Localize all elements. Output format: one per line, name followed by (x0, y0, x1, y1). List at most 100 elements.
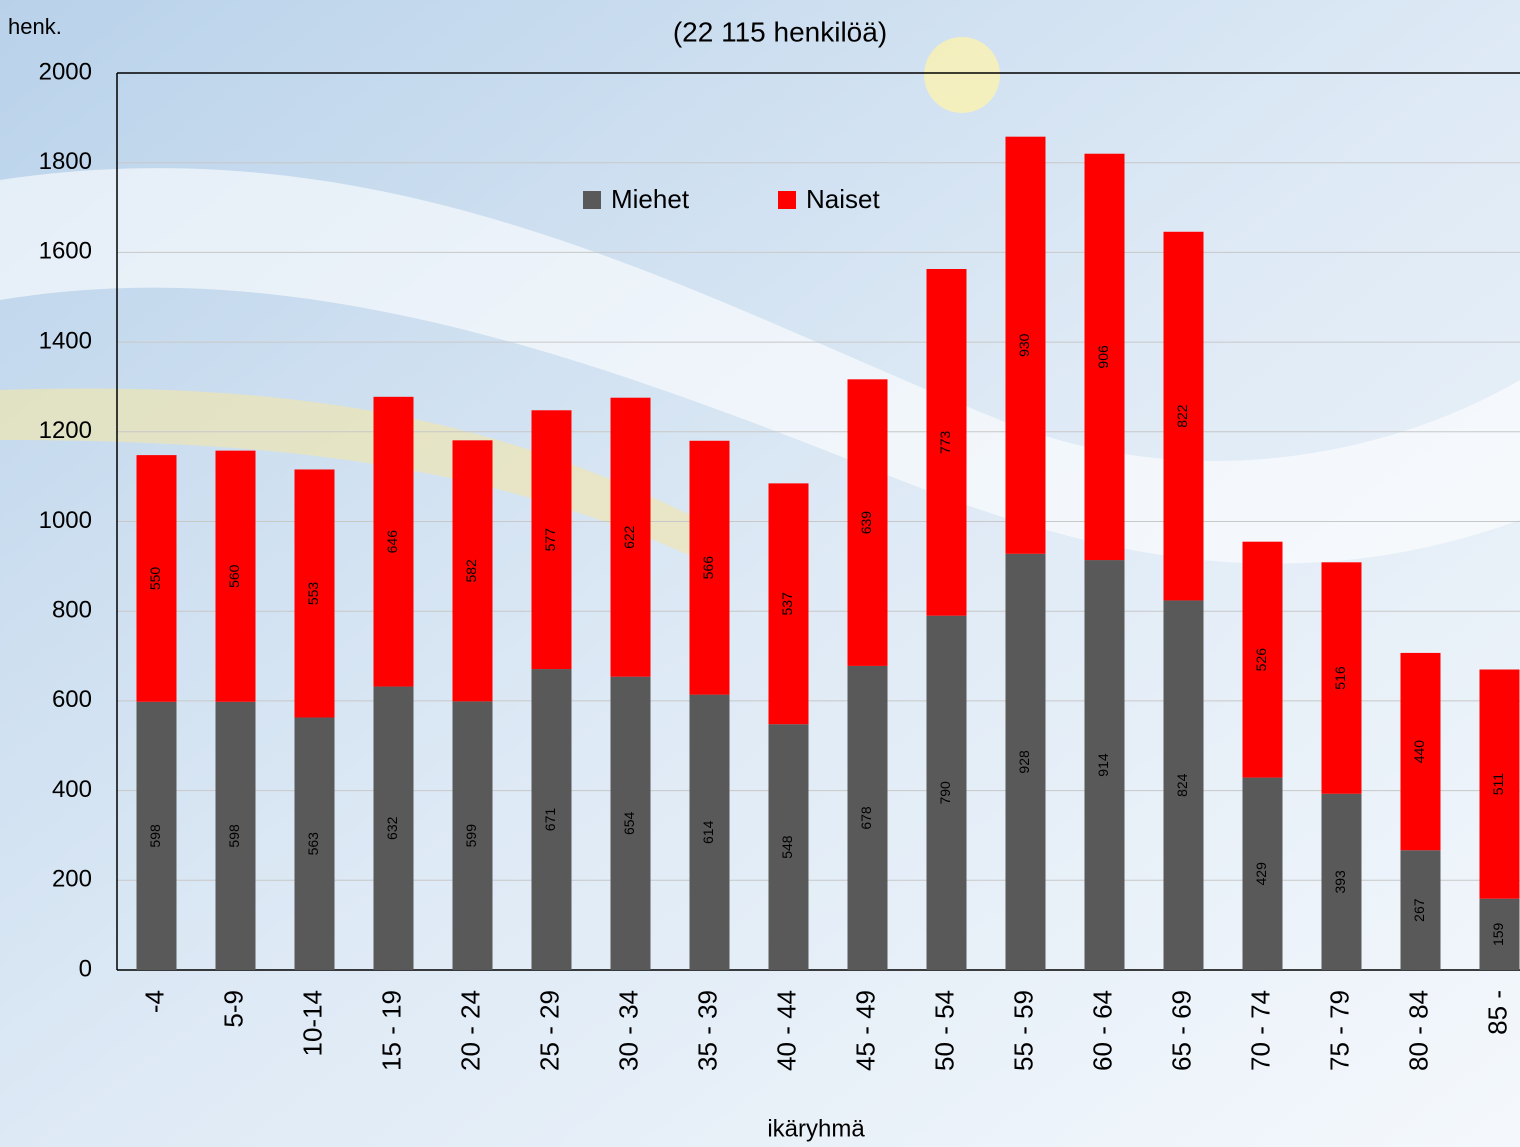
data-label: 566 (700, 556, 716, 580)
data-label: 159 (1490, 922, 1506, 946)
bar-segment (1163, 231, 1204, 601)
bar-segment (531, 410, 572, 670)
bar-segment (768, 724, 809, 970)
bar-segment (215, 450, 256, 702)
decoration (0, 168, 1520, 564)
data-label: 632 (384, 816, 400, 840)
data-label: 639 (858, 511, 874, 535)
bar-segment (1479, 669, 1520, 899)
bar-segment (610, 397, 651, 677)
bar-segment (926, 615, 967, 970)
data-label: 599 (463, 824, 479, 848)
y-tick-label: 1000 (39, 507, 92, 534)
bar-segment (531, 669, 572, 970)
data-label: 614 (700, 820, 716, 844)
y-tick-label: 1200 (39, 417, 92, 444)
data-label: 267 (1411, 898, 1427, 922)
x-tick-label: 75 - 79 (1324, 990, 1354, 1071)
y-tick-label: 400 (52, 776, 92, 803)
data-label: 598 (226, 824, 242, 848)
legend-label: Naiset (806, 184, 880, 214)
y-tick-label: 600 (52, 686, 92, 713)
y-tick-label: 1600 (39, 238, 92, 265)
x-tick-label: 5-9 (218, 990, 248, 1028)
bar-segment (926, 268, 967, 616)
data-label: 646 (384, 530, 400, 554)
bar-segment (1400, 652, 1441, 851)
bar-segment (1242, 541, 1283, 778)
legend-swatch (778, 191, 796, 209)
x-tick-label: 15 - 19 (376, 990, 406, 1071)
bar-segment (1163, 600, 1204, 970)
bar-segment (294, 717, 335, 970)
bar-segment (610, 676, 651, 970)
bar-segment (452, 701, 493, 970)
x-tick-label: 55 - 59 (1008, 990, 1038, 1071)
bar-segment (136, 701, 177, 970)
data-label: 553 (305, 582, 321, 606)
data-label: 526 (1253, 648, 1269, 672)
data-label: 654 (621, 811, 637, 835)
x-tick-label: 45 - 49 (850, 990, 880, 1071)
legend-label: Miehet (611, 184, 690, 214)
bar-segment (847, 665, 888, 970)
x-tick-label: 20 - 24 (455, 990, 485, 1071)
data-label: 548 (779, 835, 795, 859)
data-label: 550 (147, 567, 163, 591)
data-label: 930 (1016, 333, 1032, 357)
bar-segment (215, 701, 256, 970)
x-tick-label: 60 - 64 (1087, 990, 1117, 1071)
data-label: 563 (305, 832, 321, 856)
data-label: 598 (147, 824, 163, 848)
y-tick-label: 800 (52, 597, 92, 624)
data-label: 678 (858, 806, 874, 830)
x-tick-label: 10-14 (297, 990, 327, 1057)
bar-segment (689, 440, 730, 695)
data-label: 511 (1490, 773, 1506, 796)
x-axis-label: ikäryhmä (767, 1115, 865, 1142)
bar-segment (1400, 850, 1441, 970)
x-tick-label: 35 - 39 (692, 990, 722, 1071)
data-label: 440 (1411, 740, 1427, 764)
data-label: 560 (226, 564, 242, 588)
bar-segment (452, 440, 493, 702)
bar-segment (689, 694, 730, 970)
bar-segment (294, 469, 335, 718)
data-label: 928 (1016, 750, 1032, 774)
y-tick-label: 1400 (39, 327, 92, 354)
data-label: 671 (542, 808, 558, 832)
y-axis-label: henk. (8, 14, 62, 39)
y-tick-label: 2000 (39, 58, 92, 85)
data-label: 582 (463, 559, 479, 583)
bar-segment (373, 396, 414, 687)
data-label: 914 (1095, 753, 1111, 777)
x-tick-label: 40 - 44 (771, 990, 801, 1071)
bar-segment (1084, 153, 1125, 561)
data-label: 622 (621, 525, 637, 549)
bar-segment (1005, 136, 1046, 554)
bar-segment (136, 455, 177, 702)
bar-segment (1321, 793, 1362, 970)
bar-segment (1005, 553, 1046, 970)
bar-segment (1242, 777, 1283, 970)
bar-segment (847, 379, 888, 666)
decoration (924, 37, 1000, 113)
y-tick-label: 200 (52, 866, 92, 893)
data-label: 516 (1332, 666, 1348, 690)
bar-segment (373, 686, 414, 970)
legend-swatch (583, 191, 601, 209)
x-tick-label: 50 - 54 (929, 990, 959, 1071)
y-tick-label: 0 (79, 955, 92, 982)
x-tick-label: 30 - 34 (613, 990, 643, 1071)
data-label: 824 (1174, 773, 1190, 797)
data-label: 577 (542, 528, 558, 552)
bar-segment (768, 483, 809, 725)
chart-subtitle: (22 115 henkilöä) (673, 16, 887, 47)
data-label: 537 (779, 592, 795, 616)
data-label: 773 (937, 430, 953, 454)
y-tick-label: 1800 (39, 148, 92, 175)
x-tick-label: 65 - 69 (1166, 990, 1196, 1071)
data-label: 906 (1095, 345, 1111, 369)
data-label: 429 (1253, 862, 1269, 886)
